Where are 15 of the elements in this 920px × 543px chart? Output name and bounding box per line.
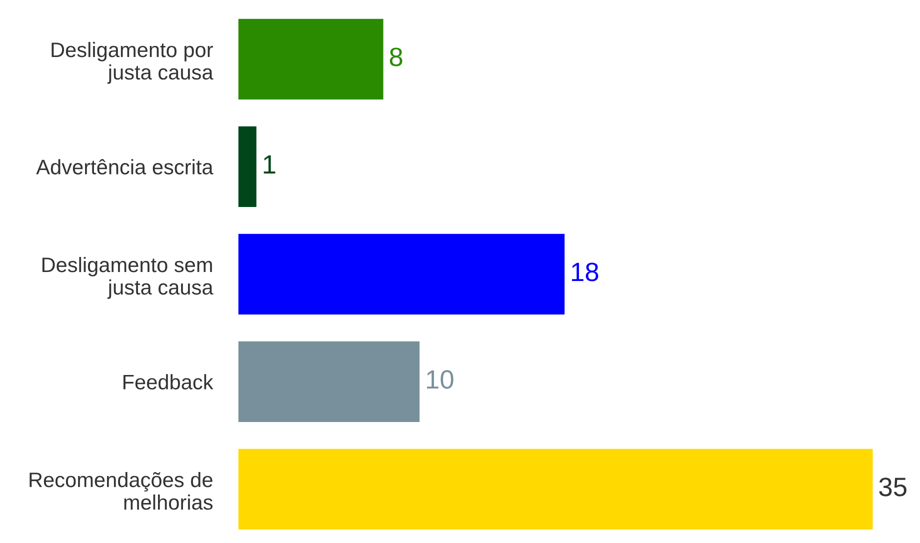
y-tick-label: Feedback	[124, 374, 214, 390]
bar	[238, 18, 384, 100]
y-tick-label: Desligamento sem justa causa	[42, 256, 214, 299]
data-label: 8	[390, 48, 402, 66]
bar	[238, 341, 420, 422]
data-label: 35	[879, 478, 906, 496]
data-label: 1	[264, 155, 276, 174]
bar	[238, 234, 565, 315]
y-tick-label: Desligamento por justa causa	[52, 42, 214, 84]
data-label: 10	[427, 370, 454, 389]
bar	[238, 126, 256, 208]
y-tick-label: Recomendações de melhorias	[30, 472, 213, 510]
bar	[238, 448, 873, 530]
data-label: 18	[572, 262, 598, 282]
y-tick-label: Advertência escrita	[36, 159, 214, 174]
